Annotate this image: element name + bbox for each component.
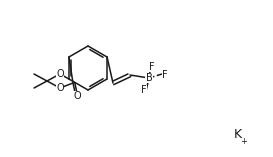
Text: F: F (149, 62, 155, 72)
Text: +: + (241, 136, 247, 146)
Text: F: F (141, 85, 147, 95)
Text: O: O (73, 91, 81, 101)
Text: O: O (56, 69, 64, 79)
Text: B: B (146, 73, 152, 83)
Text: O: O (56, 83, 64, 93)
Text: K: K (234, 128, 242, 141)
Text: F: F (162, 70, 168, 80)
